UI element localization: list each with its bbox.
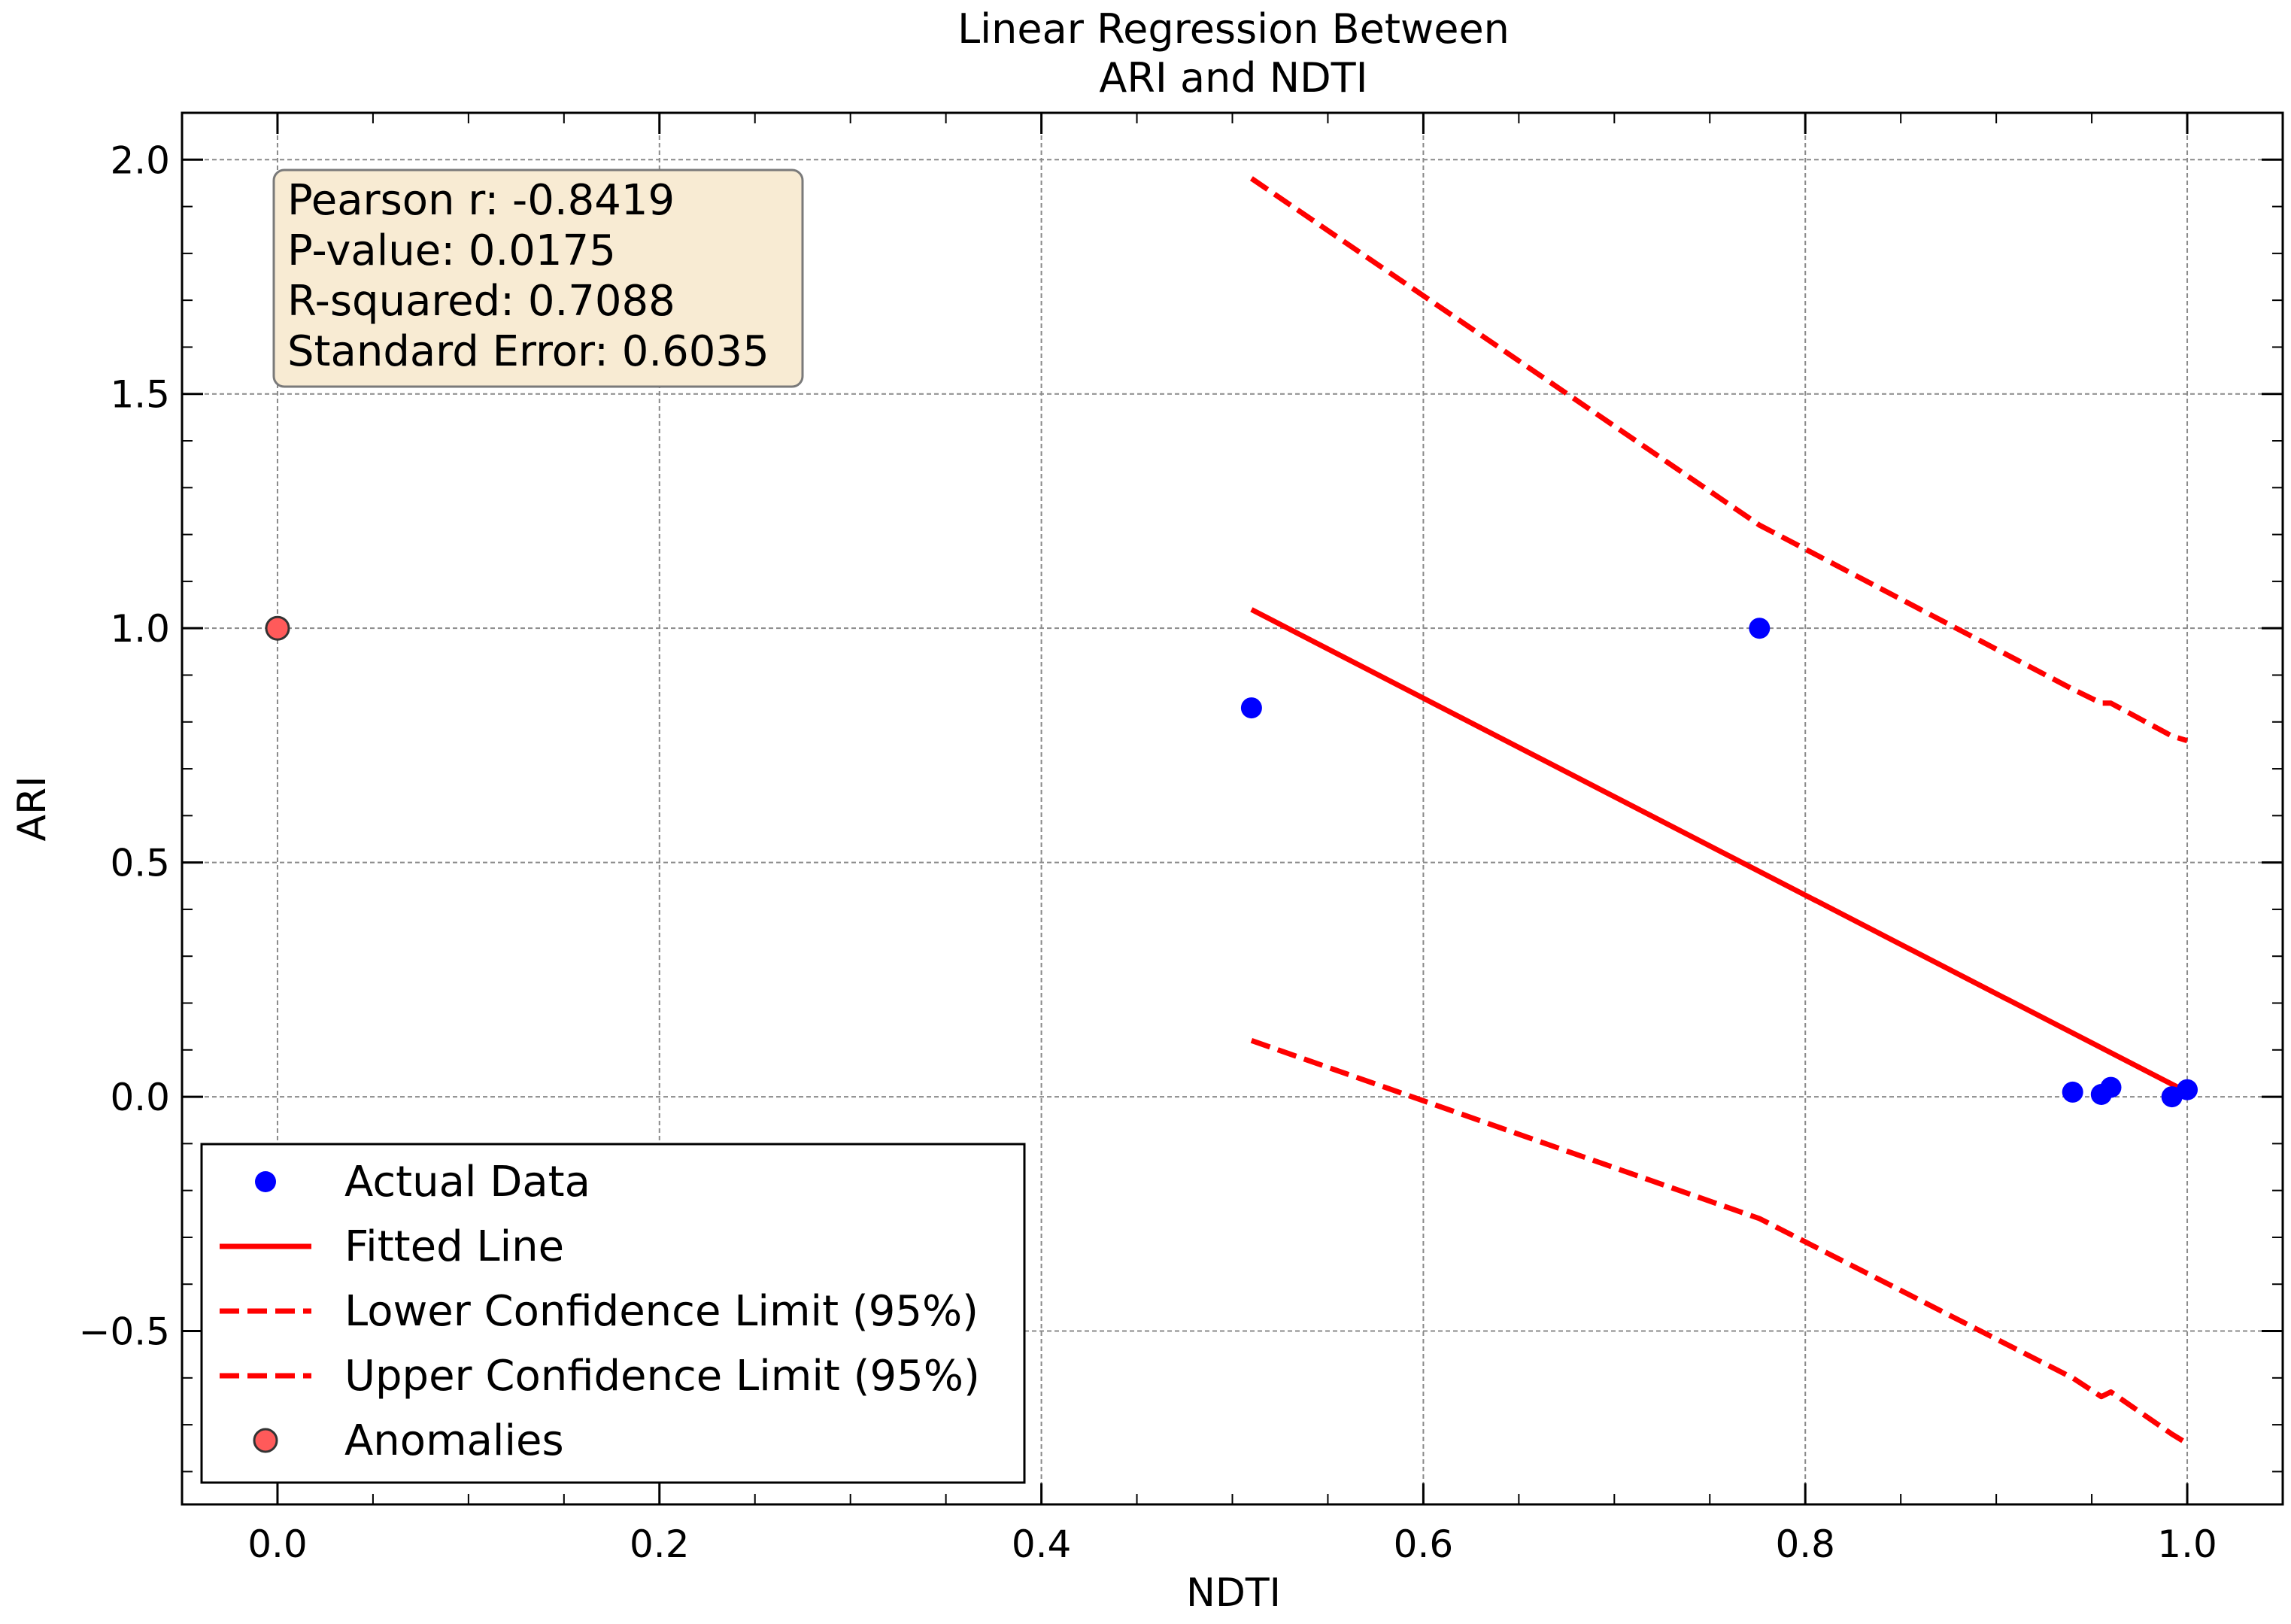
legend: Actual Data Fitted Line Lower Confidence… bbox=[200, 1143, 1026, 1484]
y-tick-label: −0.5 bbox=[79, 1310, 170, 1354]
actual-data-point bbox=[2062, 1081, 2083, 1103]
y-tick-label: 2.0 bbox=[110, 138, 170, 182]
series-upper-confidence bbox=[1249, 176, 2189, 744]
x-tick-label: 0.0 bbox=[247, 1522, 308, 1566]
legend-marker-actual-data bbox=[255, 1171, 276, 1192]
chart-title-line-2: ARI and NDTI bbox=[1099, 54, 1367, 102]
legend-marker-anomalies bbox=[253, 1428, 278, 1453]
x-tick-label: 0.8 bbox=[1775, 1522, 1835, 1566]
series-fitted-line bbox=[1250, 607, 2189, 1095]
stats-p-value: P-value: 0.0175 bbox=[287, 226, 616, 275]
x-tick-label: 0.2 bbox=[630, 1522, 690, 1566]
legend-frame bbox=[200, 1143, 1026, 1484]
stats-box-background bbox=[272, 168, 804, 388]
legend-label-anomalies: Anomalies bbox=[344, 1416, 564, 1465]
y-tick-label: 0.5 bbox=[110, 842, 170, 885]
axis-ticks: 0.0 0.2 0.4 0.6 0.8 1.0 −0.5 0.0 0.5 1.0 1.5 2.0 bbox=[79, 112, 2283, 1566]
y-axis-label: ARI bbox=[10, 776, 55, 841]
x-tick-label: 1.0 bbox=[2157, 1522, 2217, 1566]
x-tick-label: 0.6 bbox=[1394, 1522, 1454, 1566]
stats-standard-error: Standard Error: 0.6035 bbox=[287, 327, 769, 376]
legend-label-lower-confidence: Lower Confidence Limit (95%) bbox=[344, 1287, 979, 1336]
stats-box: Pearson r: -0.8419 P-value: 0.0175 R-squ… bbox=[272, 168, 804, 388]
series-lower-confidence bbox=[1250, 1037, 2189, 1446]
x-axis-label: NDTI bbox=[1186, 1571, 1281, 1616]
actual-data-point bbox=[1749, 618, 1771, 639]
y-tick-label: 1.0 bbox=[110, 607, 170, 651]
actual-data-point bbox=[1240, 697, 1262, 719]
legend-label-actual-data: Actual Data bbox=[344, 1158, 590, 1207]
stats-r-squared: R-squared: 0.7088 bbox=[287, 277, 675, 326]
actual-data-point bbox=[2177, 1079, 2198, 1100]
plot-frame bbox=[181, 111, 2284, 1506]
y-tick-label: 0.0 bbox=[110, 1076, 170, 1119]
stats-pearson: Pearson r: -0.8419 bbox=[287, 176, 675, 225]
legend-label-fitted-line: Fitted Line bbox=[344, 1222, 564, 1271]
actual-data-point bbox=[2100, 1076, 2122, 1098]
x-tick-label: 0.4 bbox=[1012, 1522, 1072, 1566]
anomaly-point bbox=[265, 615, 290, 641]
plot-area bbox=[265, 176, 2198, 1446]
chart-title-line-1: Linear Regression Between bbox=[957, 5, 1510, 53]
y-tick-label: 1.5 bbox=[110, 373, 170, 417]
legend-label-upper-confidence: Upper Confidence Limit (95%) bbox=[344, 1352, 980, 1401]
